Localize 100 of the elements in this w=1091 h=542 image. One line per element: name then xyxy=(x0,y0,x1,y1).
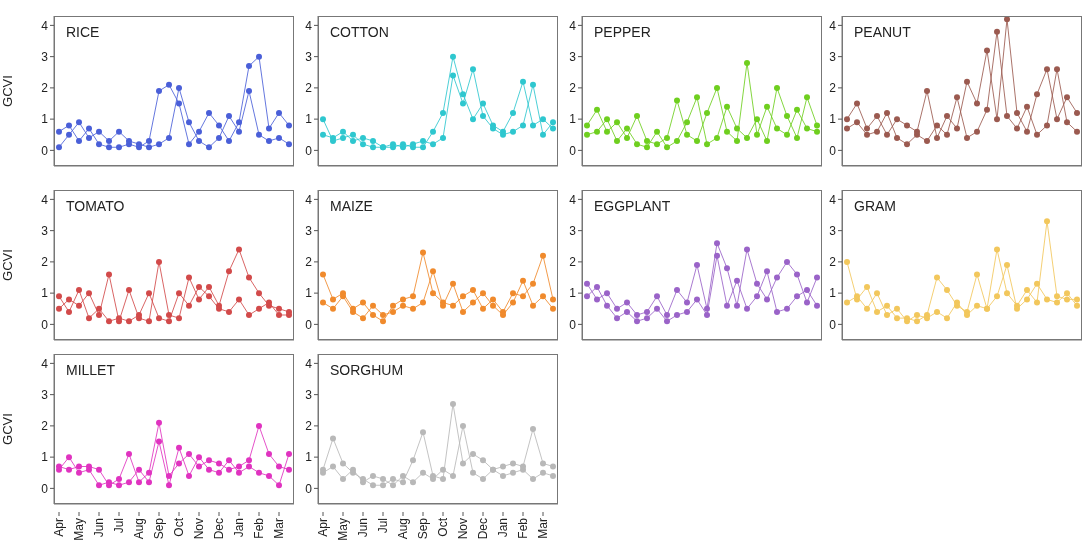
point xyxy=(584,131,590,138)
point xyxy=(206,109,212,116)
point xyxy=(156,258,162,265)
text: COTTON xyxy=(330,24,389,40)
point xyxy=(76,119,82,126)
point xyxy=(604,290,610,297)
point xyxy=(176,444,182,451)
point xyxy=(460,460,466,467)
point xyxy=(814,122,820,129)
y-tick-label: 4 xyxy=(305,18,313,33)
point xyxy=(1014,125,1020,132)
point xyxy=(1034,91,1040,98)
point xyxy=(644,315,650,322)
point xyxy=(724,265,730,272)
point xyxy=(764,138,770,144)
point xyxy=(206,283,212,290)
point xyxy=(330,463,336,470)
point xyxy=(156,315,162,322)
point xyxy=(664,144,670,151)
x-tick-label: Apr xyxy=(316,518,330,537)
point xyxy=(450,302,456,309)
point xyxy=(944,113,950,119)
point xyxy=(1054,293,1060,300)
point xyxy=(804,125,810,132)
point xyxy=(764,103,770,110)
point xyxy=(450,280,456,287)
point xyxy=(96,466,102,473)
point xyxy=(520,78,526,85)
point xyxy=(106,138,112,144)
point xyxy=(974,128,980,135)
point xyxy=(964,134,970,141)
y-tick-label: 3 xyxy=(41,387,49,402)
point xyxy=(470,469,476,476)
point xyxy=(410,457,416,464)
text: MAIZE xyxy=(330,198,373,214)
point xyxy=(604,302,610,309)
point xyxy=(794,271,800,278)
point xyxy=(400,296,406,303)
point xyxy=(500,312,506,318)
point xyxy=(984,47,990,54)
text: PEANUT xyxy=(854,24,911,40)
point xyxy=(704,109,710,116)
point xyxy=(166,318,172,325)
point xyxy=(794,106,800,113)
point xyxy=(784,113,790,119)
point xyxy=(420,138,426,144)
point xyxy=(604,116,610,123)
point xyxy=(460,91,466,98)
point xyxy=(256,422,262,429)
point xyxy=(440,134,446,141)
point xyxy=(724,103,730,110)
point xyxy=(330,305,336,312)
point xyxy=(236,119,242,126)
point xyxy=(116,476,122,482)
point xyxy=(186,302,192,309)
point xyxy=(420,299,426,306)
point xyxy=(400,479,406,486)
point xyxy=(664,134,670,141)
y-tick-label: 4 xyxy=(569,192,577,207)
point xyxy=(400,472,406,479)
point xyxy=(56,128,62,135)
point xyxy=(360,479,366,486)
point xyxy=(330,138,336,144)
point xyxy=(196,283,202,290)
point xyxy=(994,246,1000,253)
point xyxy=(1024,296,1030,303)
point xyxy=(370,312,376,318)
x-tick-label: Mar xyxy=(272,518,286,539)
y-tick-label: 1 xyxy=(41,450,49,465)
point xyxy=(874,290,880,297)
point xyxy=(924,88,930,94)
point xyxy=(584,280,590,287)
y-tick-label: 0 xyxy=(41,143,49,158)
point xyxy=(66,122,72,129)
x-tick-label: Oct xyxy=(172,517,186,537)
point xyxy=(874,113,880,119)
point xyxy=(934,308,940,315)
point xyxy=(166,134,172,141)
point xyxy=(854,100,860,107)
y-tick-label: 1 xyxy=(305,286,313,301)
point xyxy=(844,258,850,265)
point xyxy=(76,287,82,293)
point xyxy=(256,131,262,138)
point xyxy=(186,274,192,281)
point xyxy=(166,312,172,318)
point xyxy=(584,293,590,300)
y-tick-label: 3 xyxy=(569,49,577,64)
point xyxy=(146,138,152,144)
point xyxy=(76,302,82,309)
point xyxy=(884,312,890,318)
point xyxy=(774,84,780,91)
point xyxy=(634,318,640,325)
point xyxy=(390,482,396,489)
point xyxy=(914,312,920,318)
y-tick-label: 4 xyxy=(41,356,49,371)
point xyxy=(844,299,850,306)
point xyxy=(734,125,740,132)
point xyxy=(510,299,516,306)
point xyxy=(520,277,526,284)
point xyxy=(874,308,880,315)
